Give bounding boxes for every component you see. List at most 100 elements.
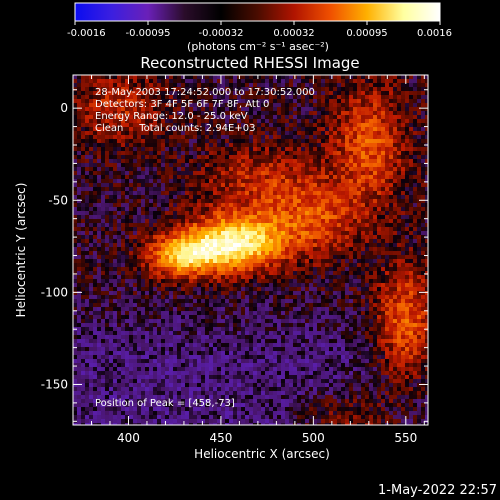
heatmap-cell xyxy=(277,123,282,128)
heatmap-cell xyxy=(81,199,86,204)
heatmap-cell xyxy=(177,151,182,156)
heatmap-cell xyxy=(153,307,158,312)
heatmap-cell xyxy=(189,359,194,364)
heatmap-cell xyxy=(101,195,106,200)
heatmap-cell xyxy=(293,271,298,276)
heatmap-cell xyxy=(137,155,142,160)
heatmap-cell xyxy=(85,167,90,172)
heatmap-cell xyxy=(109,259,114,264)
heatmap-cell xyxy=(289,391,294,396)
heatmap-cell xyxy=(177,355,182,360)
heatmap-cell xyxy=(253,95,258,100)
heatmap-cell xyxy=(73,339,78,344)
heatmap-cell xyxy=(137,223,142,228)
heatmap-cell xyxy=(165,103,170,108)
heatmap-cell xyxy=(293,235,298,240)
heatmap-cell xyxy=(121,323,126,328)
heatmap-cell xyxy=(153,255,158,260)
heatmap-cell xyxy=(77,183,82,188)
heatmap-cell xyxy=(153,387,158,392)
heatmap-cell xyxy=(201,343,206,348)
heatmap-cell xyxy=(229,231,234,236)
heatmap-cell xyxy=(233,195,238,200)
heatmap-cell xyxy=(93,407,98,412)
heatmap-cell xyxy=(269,143,274,148)
heatmap-cell xyxy=(177,287,182,292)
heatmap-cell xyxy=(261,235,266,240)
heatmap-cell xyxy=(249,335,254,340)
heatmap-cell xyxy=(281,263,286,268)
heatmap-cell xyxy=(265,79,270,84)
heatmap-cell xyxy=(189,327,194,332)
heatmap-cell xyxy=(129,123,134,128)
heatmap-cell xyxy=(213,103,218,108)
heatmap-cell xyxy=(113,91,118,96)
heatmap-cell xyxy=(141,379,146,384)
heatmap-cell xyxy=(161,391,166,396)
heatmap-cell xyxy=(149,207,154,212)
heatmap-cell xyxy=(133,127,138,132)
heatmap-cell xyxy=(217,99,222,104)
heatmap-cell xyxy=(289,335,294,340)
heatmap-cell xyxy=(197,275,202,280)
heatmap-cell xyxy=(161,371,166,376)
heatmap-cell xyxy=(201,319,206,324)
heatmap-cell xyxy=(285,187,290,192)
heatmap-cell xyxy=(189,259,194,264)
heatmap-cell xyxy=(113,179,118,184)
heatmap-cell xyxy=(141,399,146,404)
heatmap-cell xyxy=(233,367,238,372)
heatmap-cell xyxy=(249,127,254,132)
heatmap-cell xyxy=(293,359,298,364)
heatmap-cell xyxy=(241,87,246,92)
heatmap-cell xyxy=(173,155,178,160)
heatmap-cell xyxy=(141,171,146,176)
heatmap-cell xyxy=(249,115,254,120)
heatmap-cell xyxy=(113,339,118,344)
heatmap-cell xyxy=(221,187,226,192)
heatmap-cell xyxy=(237,199,242,204)
heatmap-cell xyxy=(165,391,170,396)
heatmap-cell xyxy=(233,303,238,308)
heatmap-cell xyxy=(117,239,122,244)
heatmap-cell xyxy=(193,163,198,168)
heatmap-cell xyxy=(237,87,242,92)
heatmap-cell xyxy=(169,287,174,292)
heatmap-cell xyxy=(125,339,130,344)
heatmap-cell xyxy=(193,211,198,216)
heatmap-cell xyxy=(113,399,118,404)
heatmap-cell xyxy=(129,127,134,132)
heatmap-cell xyxy=(297,91,302,96)
heatmap-cell xyxy=(217,239,222,244)
heatmap-cell xyxy=(73,275,78,280)
heatmap-cell xyxy=(121,403,126,408)
heatmap-cell xyxy=(181,131,186,136)
heatmap-cell xyxy=(125,87,130,92)
heatmap-cell xyxy=(177,223,182,228)
heatmap-cell xyxy=(285,275,290,280)
heatmap-cell xyxy=(73,351,78,356)
heatmap-cell xyxy=(253,111,258,116)
heatmap-cell xyxy=(221,343,226,348)
heatmap-cell xyxy=(249,83,254,88)
heatmap-cell xyxy=(109,191,114,196)
heatmap-cell xyxy=(193,355,198,360)
heatmap-cell xyxy=(213,111,218,116)
heatmap-cell xyxy=(257,171,262,176)
heatmap-cell xyxy=(133,371,138,376)
heatmap-cell xyxy=(173,267,178,272)
heatmap-cell xyxy=(273,159,278,164)
heatmap-cell xyxy=(129,271,134,276)
heatmap-cell xyxy=(161,99,166,104)
heatmap-cell xyxy=(97,87,102,92)
heatmap-cell xyxy=(201,167,206,172)
heatmap-cell xyxy=(245,295,250,300)
heatmap-cell xyxy=(245,191,250,196)
heatmap-cell xyxy=(229,203,234,208)
heatmap-cell xyxy=(273,255,278,260)
heatmap-cell xyxy=(101,375,106,380)
heatmap-cell xyxy=(213,195,218,200)
heatmap-cell xyxy=(249,191,254,196)
heatmap-cell xyxy=(133,103,138,108)
heatmap-cell xyxy=(289,227,294,232)
